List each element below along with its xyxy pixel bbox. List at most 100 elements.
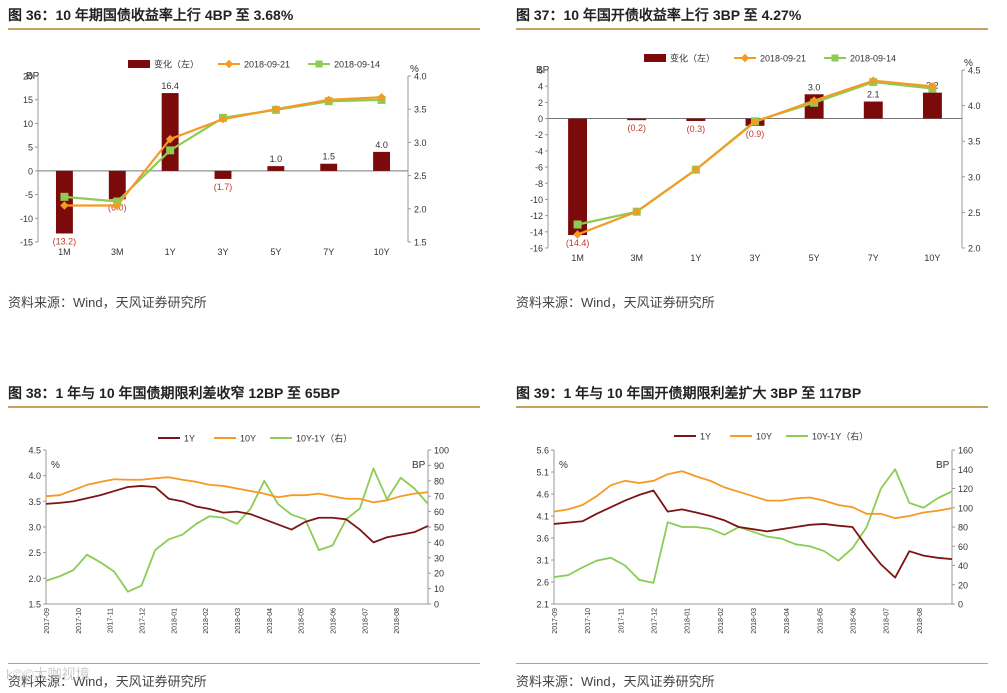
figure-38-panel: 图 38：1 年与 10 年国债期限利差收窄 12BP 至 65BP 1.5 2.… — [8, 380, 480, 692]
series-line-spread — [553, 468, 953, 584]
series-line-1y — [553, 489, 953, 579]
figure-37-panel: 图 37：10 年国开债收益率上行 3BP 至 4.27% -16 -14 -12 -… — [516, 2, 988, 312]
right-tick-label: 120 — [958, 484, 973, 494]
bar-1M — [568, 118, 588, 236]
point-0921 — [809, 96, 819, 105]
x-tick-label: 2018-01 — [171, 608, 178, 634]
right-tick-label: 1.5 — [414, 238, 427, 248]
right-tick-label: 0 — [958, 600, 963, 610]
left-tick-label: -15 — [20, 238, 33, 248]
x-tick-label: 1Y — [690, 253, 701, 263]
left-tick-label: 2.5 — [28, 548, 41, 558]
point-0914 — [60, 192, 69, 201]
left-tick-label: -12 — [530, 211, 543, 221]
legend-label-10y: 10Y — [756, 432, 772, 442]
bar-7Y — [320, 163, 338, 171]
left-tick-label: 2.1 — [536, 600, 549, 610]
x-tick-label: 2017-09 — [552, 608, 559, 634]
bar-10Y — [922, 92, 942, 119]
right-tick-label: 2.0 — [414, 204, 427, 214]
x-tick-label: 10Y — [924, 253, 940, 263]
legend-label-spread: 10Y-1Y（右） — [812, 431, 868, 442]
left-tick-label: 15 — [23, 95, 33, 105]
figure-36-chart: -15 -10 -5 0 5 10 15 20 1.5 2.0 2.5 3.0 3.5 4.0 BP% (13… — [20, 59, 427, 258]
bar-data-label: 4.0 — [375, 140, 388, 150]
left-tick-label: 4.0 — [28, 471, 41, 481]
left-tick-label: -14 — [530, 227, 543, 237]
left-axis-unit: BP — [536, 65, 550, 76]
series-line-10y — [45, 476, 429, 504]
left-tick-label: 20 — [23, 72, 33, 82]
right-tick-label: 3.0 — [414, 138, 427, 148]
bar-data-label: 1.0 — [270, 154, 283, 164]
figure-39-source: 资料来源：Wind，天风证券研究所 — [516, 674, 715, 689]
legend-swatch-change — [644, 54, 666, 62]
x-tick-label: 1Y — [165, 247, 176, 257]
left-tick-label: -8 — [535, 179, 543, 189]
x-tick-label: 2017-12 — [652, 608, 659, 634]
x-tick-label: 2018-06 — [331, 608, 338, 634]
x-tick-label: 2017-09 — [44, 608, 51, 634]
bar-3Y — [214, 170, 232, 179]
left-tick-label: -2 — [535, 130, 543, 140]
bar-data-label: 2.1 — [867, 90, 880, 100]
right-tick-label: 60 — [434, 507, 444, 517]
x-tick-label: 2018-03 — [235, 608, 242, 634]
x-tick-label: 10Y — [374, 247, 390, 257]
right-tick-label: 70 — [434, 492, 444, 502]
point-0914 — [573, 220, 582, 229]
left-tick-label: 5 — [28, 143, 33, 153]
bar-data-label: 16.4 — [161, 81, 179, 91]
x-tick-label: 5Y — [809, 253, 820, 263]
x-tick-label: 7Y — [323, 247, 334, 257]
left-tick-label: 3.1 — [536, 556, 549, 566]
figure-37-chart: -16 -14 -12 -10 -8 -6 -4 -2 0 2 4 6 2.0 2.5 3.0 3.5 4.0 4… — [530, 53, 981, 264]
watermark-logo: k©©大咖视境 — [6, 666, 90, 682]
x-tick-label: 2018-04 — [784, 608, 791, 634]
legend-marker-0914 — [831, 54, 839, 62]
left-tick-label: 4.1 — [536, 512, 549, 522]
figure-38-title: 图 38：1 年与 10 年国债期限利差收窄 12BP 至 65BP — [8, 380, 480, 408]
x-tick-label: 2018-02 — [203, 608, 210, 634]
bar-7Y — [863, 101, 883, 119]
x-tick-label: 2017-10 — [585, 608, 592, 634]
right-tick-label: 3.0 — [968, 172, 981, 182]
figure-37-title: 图 37：10 年国开债收益率上行 3BP 至 4.27% — [516, 2, 988, 30]
left-tick-label: -4 — [535, 146, 543, 156]
point-0921 — [218, 114, 228, 124]
point-0921 — [271, 104, 281, 114]
x-tick-label: 7Y — [868, 253, 879, 263]
figure-36-source: 资料来源：Wind，天风证券研究所 — [8, 295, 207, 310]
x-tick-label: 2018-05 — [817, 608, 824, 634]
right-tick-label: 50 — [434, 523, 444, 533]
left-tick-label: -16 — [530, 244, 543, 254]
x-tick-label: 3Y — [217, 247, 228, 257]
right-tick-label: 0 — [434, 600, 439, 610]
figure-38-source: 资料来源：Wind，天风证券研究所 — [8, 674, 207, 689]
right-tick-label: 100 — [434, 446, 449, 456]
left-tick-label: 4.5 — [28, 446, 41, 456]
right-tick-label: 160 — [958, 446, 973, 456]
x-tick-label: 2017-11 — [618, 608, 625, 633]
figure-39-title: 图 39：1 年与 10 年国开债期限利差扩大 3BP 至 117BP — [516, 380, 988, 408]
right-tick-label: 140 — [958, 465, 973, 475]
legend-marker-0914 — [315, 60, 323, 68]
left-tick-label: 0 — [538, 114, 543, 124]
figure-38-chart: 1.5 2.0 2.5 3.0 3.5 4.0 4.5 0 10 20 30 40 50 60 70 80 90… — [28, 433, 449, 634]
x-tick-label: 2018-01 — [685, 608, 692, 634]
right-tick-label: 100 — [958, 503, 973, 513]
left-tick-label: -10 — [530, 195, 543, 205]
bar-10Y — [373, 151, 391, 171]
legend-label-spread: 10Y-1Y（右） — [296, 433, 352, 444]
series-line-10y — [553, 470, 953, 520]
right-tick-label: 90 — [434, 461, 444, 471]
point-0921 — [113, 201, 122, 210]
left-tick-label: 3.0 — [28, 523, 41, 533]
right-tick-label: 10 — [434, 584, 444, 594]
bar-3M — [627, 118, 647, 121]
x-tick-label: 2018-08 — [917, 608, 924, 634]
x-tick-label: 1M — [571, 253, 584, 263]
bar-data-label: (0.3) — [687, 124, 706, 134]
left-axis-unit: % — [559, 460, 568, 471]
point-0921 — [928, 82, 937, 91]
